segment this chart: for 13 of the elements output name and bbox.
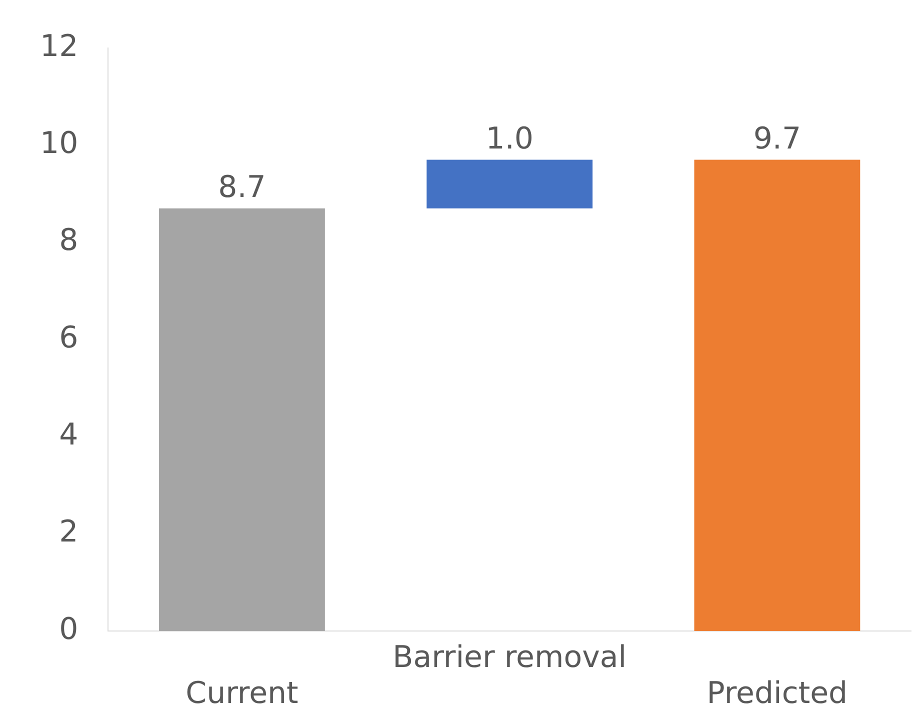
y-tick-label: 0: [59, 612, 78, 647]
y-tick-label: 12: [40, 28, 78, 64]
data-label: 1.0: [486, 122, 534, 157]
y-tick-label: 8: [59, 223, 78, 258]
y-tick-label: 4: [59, 417, 78, 452]
x-tick-label: Predicted: [706, 676, 848, 711]
y-tick-label: 2: [59, 514, 78, 550]
data-label: 8.7: [218, 170, 266, 206]
y-tick-label: 10: [40, 126, 78, 161]
x-tick-label: Current: [186, 676, 299, 711]
y-tick-label: 6: [59, 320, 78, 356]
data-label: 9.7: [753, 122, 802, 157]
x-tick-label: Barrier removal: [392, 640, 627, 675]
